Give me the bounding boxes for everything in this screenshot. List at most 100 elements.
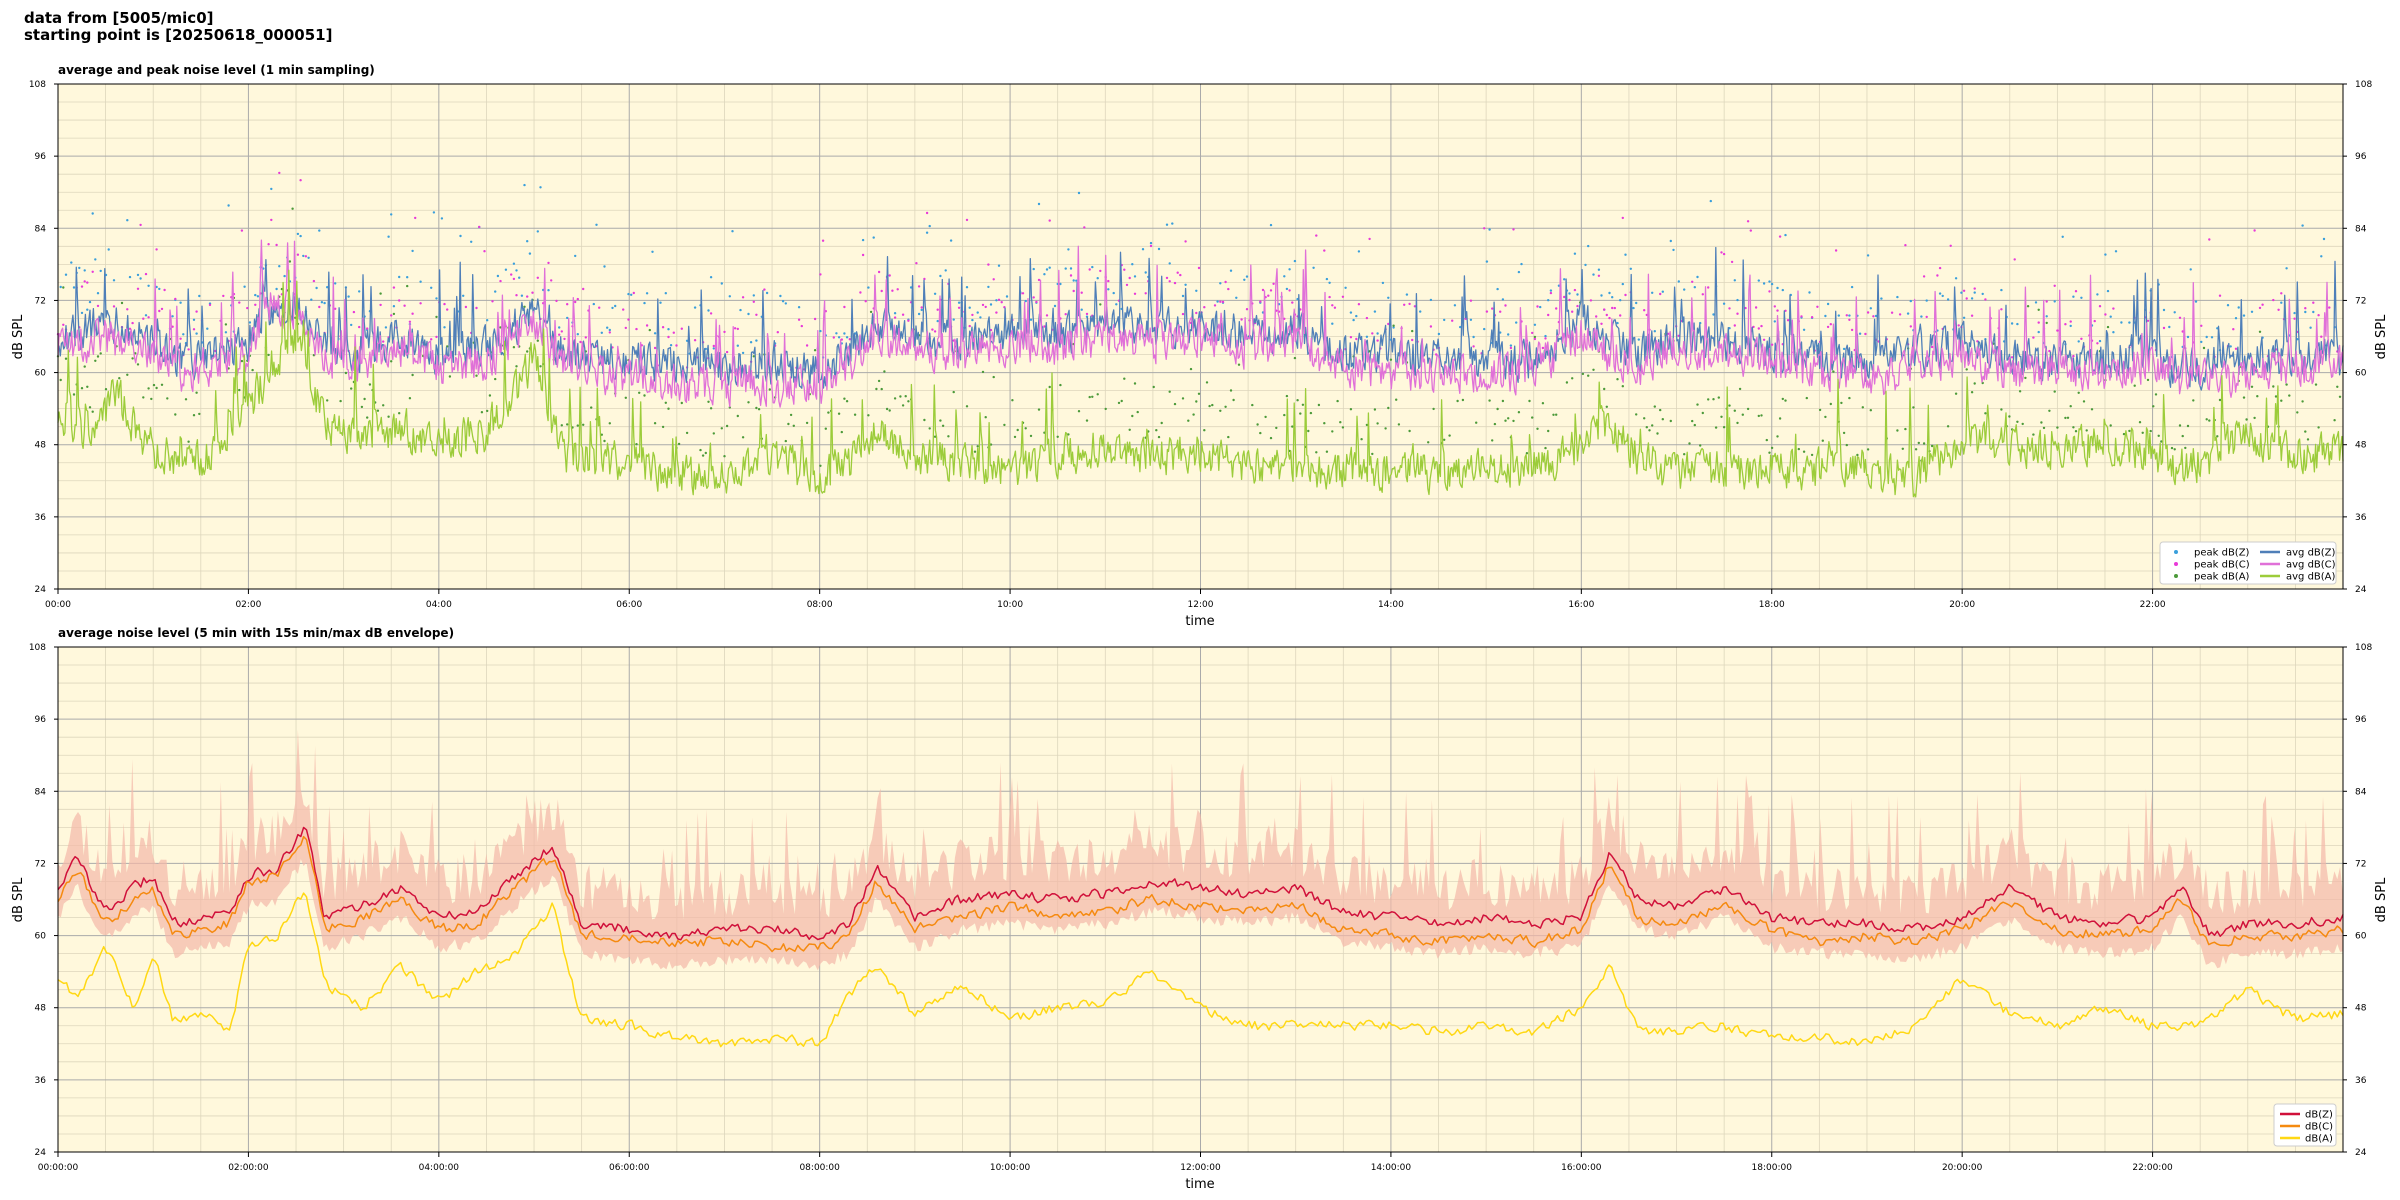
peak-point — [2314, 383, 2318, 386]
peak-point — [1323, 249, 1326, 252]
peak-point — [997, 298, 1001, 301]
peak-point — [1733, 279, 1737, 282]
peak-point — [867, 286, 870, 289]
peak-point — [70, 261, 73, 264]
peak-point — [91, 212, 94, 215]
peak-point — [1184, 240, 1187, 243]
peak-point — [630, 293, 633, 296]
peak-point — [1659, 292, 1662, 296]
peak-point — [1168, 262, 1171, 265]
peak-point — [1688, 442, 1691, 445]
x-tick-label: 12:00:00 — [1180, 1163, 1221, 1173]
peak-point — [1826, 325, 1830, 329]
peak-point — [531, 291, 534, 294]
x-tick-label: 22:00:00 — [2132, 1163, 2173, 1173]
peak-point — [2288, 394, 2291, 397]
peak-point — [2192, 399, 2195, 402]
peak-point — [725, 424, 729, 428]
peak-point — [1315, 451, 1318, 454]
peak-point — [805, 344, 809, 347]
peak-point — [1269, 223, 1273, 227]
peak-point — [709, 276, 713, 279]
peak-point — [1227, 435, 1230, 439]
peak-point — [1259, 300, 1262, 303]
peak-point — [475, 306, 478, 310]
peak-point — [1293, 259, 1297, 263]
legend-label: peak dB(C) — [2194, 560, 2250, 571]
peak-point — [1291, 425, 1294, 428]
peak-point — [443, 326, 446, 329]
peak-point — [2280, 301, 2283, 304]
peak-point — [1722, 252, 1726, 256]
peak-point — [275, 287, 278, 291]
peak-point — [843, 332, 846, 335]
peak-point — [920, 306, 923, 309]
peak-point — [1533, 335, 1537, 339]
peak-point — [1762, 338, 1766, 341]
peak-point — [1048, 266, 1051, 269]
peak-point — [2304, 307, 2307, 310]
peak-point — [2010, 322, 2014, 325]
legend-label: dB(Z) — [2305, 1110, 2333, 1121]
peak-point — [784, 302, 787, 305]
peak-point — [302, 254, 305, 258]
peak-point — [1736, 298, 1739, 302]
peak-point — [1272, 282, 1275, 285]
peak-point — [1133, 382, 1137, 385]
peak-point — [2157, 434, 2160, 437]
peak-point — [952, 390, 955, 394]
peak-point — [1635, 301, 1638, 305]
peak-point — [1781, 288, 1785, 292]
x-tick-label: 18:00 — [1759, 600, 1785, 610]
peak-point — [1909, 325, 1913, 328]
peak-point — [1909, 299, 1913, 303]
peak-point — [560, 330, 563, 333]
peak-point — [1323, 422, 1326, 425]
peak-point — [515, 365, 518, 368]
peak-point — [1331, 304, 1334, 307]
peak-point — [99, 352, 102, 355]
peak-point — [339, 399, 342, 403]
peak-point — [1691, 280, 1694, 283]
peak-point — [653, 422, 657, 425]
peak-point — [845, 400, 849, 403]
peak-point — [1768, 451, 1771, 454]
peak-point — [776, 331, 779, 334]
series-line-avg-db-c- — [57, 239, 2344, 408]
peak-point — [195, 391, 198, 394]
peak-point — [1901, 447, 1905, 450]
peak-point — [1091, 265, 1094, 269]
peak-point — [2320, 335, 2323, 338]
peak-point — [1549, 289, 1553, 292]
peak-point — [877, 379, 881, 383]
peak-point — [1568, 298, 1571, 302]
peak-point — [1874, 314, 1878, 318]
peak-point — [296, 232, 300, 236]
peak-point — [206, 327, 209, 330]
peak-point — [2096, 293, 2099, 296]
peak-point — [2322, 237, 2326, 241]
peak-point — [1816, 305, 1819, 308]
peak-point — [1770, 343, 1774, 346]
peak-point — [1749, 229, 1753, 232]
peak-point — [1408, 429, 1411, 433]
peak-point — [574, 300, 577, 304]
x-tick-label: 14:00 — [1378, 600, 1404, 610]
peak-point — [976, 445, 979, 448]
peak-point — [1773, 305, 1777, 308]
peak-point — [2008, 415, 2011, 418]
peak-point — [523, 183, 526, 187]
peak-point — [1912, 406, 1915, 409]
peak-point — [1088, 268, 1091, 271]
peak-point — [440, 217, 444, 220]
peak-point — [1165, 223, 1169, 226]
peak-point — [576, 424, 579, 427]
peak-point — [536, 230, 539, 233]
peak-point — [291, 207, 294, 210]
peak-point — [166, 397, 169, 400]
peak-point — [363, 397, 366, 401]
peak-point — [1261, 288, 1265, 292]
peak-point — [1669, 239, 1673, 243]
peak-point — [1107, 279, 1110, 283]
peak-point — [430, 338, 433, 341]
